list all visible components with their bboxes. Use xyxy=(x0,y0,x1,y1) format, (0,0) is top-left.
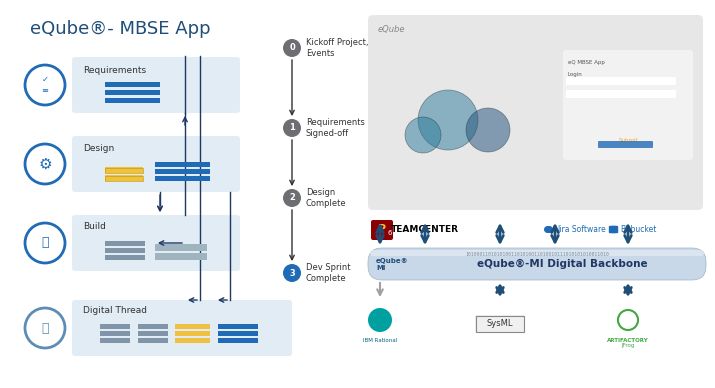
Bar xyxy=(175,331,210,336)
Text: 3: 3 xyxy=(289,268,295,277)
Bar xyxy=(100,324,130,329)
Circle shape xyxy=(283,39,301,57)
Bar xyxy=(105,168,143,173)
FancyBboxPatch shape xyxy=(566,90,676,98)
FancyBboxPatch shape xyxy=(72,215,240,271)
Text: Bitbucket: Bitbucket xyxy=(620,225,656,234)
Bar xyxy=(155,169,210,174)
Text: Jira Software: Jira Software xyxy=(557,225,606,234)
FancyBboxPatch shape xyxy=(72,57,240,113)
Bar xyxy=(175,324,210,329)
Text: TEAMCENTER: TEAMCENTER xyxy=(391,225,459,234)
Text: Build: Build xyxy=(83,222,106,231)
Text: Requirements: Requirements xyxy=(83,66,146,75)
Bar xyxy=(100,331,130,336)
FancyBboxPatch shape xyxy=(370,250,704,256)
Text: SysML: SysML xyxy=(487,319,513,329)
Bar xyxy=(105,241,145,246)
Bar xyxy=(105,176,143,181)
Text: Design: Design xyxy=(83,144,114,153)
FancyBboxPatch shape xyxy=(371,220,393,240)
Bar xyxy=(100,338,130,343)
Text: Dev Sprint
Complete: Dev Sprint Complete xyxy=(306,263,350,283)
Text: 0: 0 xyxy=(289,43,295,52)
Bar xyxy=(155,244,207,251)
Text: 🧠: 🧠 xyxy=(41,322,49,334)
Text: 📋: 📋 xyxy=(41,237,49,249)
Bar xyxy=(155,162,210,167)
Bar xyxy=(138,324,168,329)
Circle shape xyxy=(283,189,301,207)
Text: 1: 1 xyxy=(289,123,295,132)
Text: ⚙: ⚙ xyxy=(38,156,51,171)
Text: 10100011010101001101010011010010111010101010011010: 1010001101010100110101001101001011101010… xyxy=(465,251,609,256)
Bar xyxy=(175,338,210,343)
Circle shape xyxy=(405,117,441,153)
FancyBboxPatch shape xyxy=(372,19,699,206)
Bar xyxy=(105,167,143,173)
Bar xyxy=(155,176,210,181)
FancyBboxPatch shape xyxy=(72,300,292,356)
Circle shape xyxy=(418,90,478,150)
Bar xyxy=(138,338,168,343)
Text: Requirements
Signed-off: Requirements Signed-off xyxy=(306,118,365,139)
Bar xyxy=(476,316,524,332)
Circle shape xyxy=(25,308,65,348)
Text: eQube®- MBSE App: eQube®- MBSE App xyxy=(30,20,211,38)
Text: 6: 6 xyxy=(387,230,392,236)
FancyBboxPatch shape xyxy=(368,15,703,210)
Circle shape xyxy=(368,308,392,332)
Text: Submit: Submit xyxy=(618,138,638,143)
Circle shape xyxy=(25,144,65,184)
Bar xyxy=(105,82,160,87)
Bar xyxy=(218,338,258,343)
Text: Kickoff Project,
Events: Kickoff Project, Events xyxy=(306,38,368,59)
FancyBboxPatch shape xyxy=(368,248,706,280)
Text: Design
Complete: Design Complete xyxy=(306,188,347,208)
Bar xyxy=(105,255,145,260)
Text: eQ MBSE App: eQ MBSE App xyxy=(568,60,605,65)
Circle shape xyxy=(466,108,510,152)
Text: P: P xyxy=(378,224,386,234)
Circle shape xyxy=(25,65,65,105)
Text: Digital Thread: Digital Thread xyxy=(83,306,147,315)
Circle shape xyxy=(283,264,301,282)
Text: 2: 2 xyxy=(289,194,295,203)
Text: ARTIFACTORY: ARTIFACTORY xyxy=(607,338,649,343)
Bar xyxy=(218,331,258,336)
Bar xyxy=(218,324,258,329)
Bar xyxy=(105,98,160,103)
Text: eQube: eQube xyxy=(378,25,405,34)
Text: IBM Rational: IBM Rational xyxy=(363,338,397,343)
FancyBboxPatch shape xyxy=(475,315,525,333)
Text: eQube®-MI Digital Backbone: eQube®-MI Digital Backbone xyxy=(477,259,647,269)
Circle shape xyxy=(25,223,65,263)
FancyBboxPatch shape xyxy=(598,141,653,148)
Bar xyxy=(105,248,145,253)
Text: ✓
≡: ✓ ≡ xyxy=(41,75,49,95)
Bar xyxy=(155,253,207,260)
FancyBboxPatch shape xyxy=(566,77,676,85)
FancyBboxPatch shape xyxy=(72,136,240,192)
Bar xyxy=(105,175,143,181)
Text: eQube®
MI: eQube® MI xyxy=(376,258,409,270)
Bar xyxy=(105,90,160,95)
FancyBboxPatch shape xyxy=(563,50,693,160)
Text: Login: Login xyxy=(568,72,583,77)
Text: JFrog: JFrog xyxy=(621,343,635,348)
Bar xyxy=(138,331,168,336)
Circle shape xyxy=(283,119,301,137)
